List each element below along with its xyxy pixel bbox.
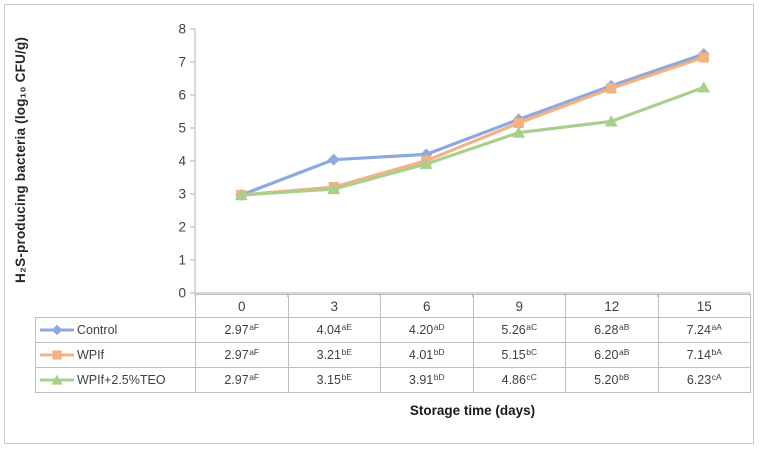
y-tick-label: 6 — [178, 88, 186, 103]
legend-marker-icon — [40, 374, 74, 385]
value-cell: 5.15bC — [472, 342, 566, 368]
x-category-cell: 6 — [380, 294, 474, 318]
value-cell: 5.20bB — [565, 367, 659, 393]
table-row: Control 2.97aF 4.04aE 4.20aD 5.26aC 6.28aB 7.2… — [35, 317, 751, 343]
square-marker-icon — [698, 52, 709, 63]
series-line-control — [239, 52, 706, 197]
value-cell: 4.01bD — [380, 342, 474, 368]
value-cell: 7.24aA — [657, 317, 751, 343]
value-cell: 4.86cC — [472, 367, 566, 393]
triangle-marker-icon — [327, 182, 341, 195]
series-line-wpif — [239, 55, 706, 197]
square-marker-icon — [606, 83, 617, 94]
square-marker-icon — [513, 117, 524, 129]
value-cell: 2.97aF — [195, 317, 289, 343]
value-cell: 2.97aF — [195, 342, 289, 368]
x-axis-title: Storage time (days) — [409, 403, 536, 418]
y-tick-label: 1 — [178, 253, 186, 268]
legend-cell: WPIf+2.5%TEO — [35, 367, 196, 393]
triangle-marker-icon — [512, 126, 526, 138]
y-tick-label: 5 — [178, 121, 186, 136]
value-cell: 7.14bA — [657, 342, 751, 368]
table-header-row: 0 3 6 9 12 15 — [36, 294, 751, 318]
triangle-marker-icon — [604, 115, 618, 127]
series-name: Control — [77, 323, 118, 337]
table-corner-cell — [36, 295, 196, 318]
diamond-marker-icon — [327, 153, 340, 166]
value-cell: 3.21bE — [287, 342, 381, 368]
legend-cell: Control — [35, 317, 196, 343]
triangle-marker-icon — [234, 188, 248, 201]
triangle-marker-icon — [419, 157, 433, 170]
x-category-cell: 9 — [472, 294, 566, 318]
legend-marker-icon — [40, 350, 74, 360]
legend-cell: WPIf — [35, 342, 196, 368]
legend-marker-icon — [40, 324, 74, 336]
x-category-cell: 12 — [565, 294, 659, 318]
x-category-cell: 0 — [195, 294, 289, 318]
y-tick-label: 7 — [178, 55, 186, 70]
y-tick-label: 3 — [178, 187, 186, 202]
y-tick-label: 2 — [178, 220, 186, 235]
value-cell: 4.04aE — [287, 317, 381, 343]
y-tick-label: 0 — [178, 286, 186, 300]
table-row: WPIf+2.5%TEO 2.97aF 3.15bE 3.91bD 4.86cC 5.20… — [35, 367, 751, 393]
y-axis-title: H₂S-producing bacteria (log₁₀ CFU/g) — [13, 36, 28, 284]
series-line-wpif-2-5-teo — [239, 85, 706, 197]
value-cell: 5.26aC — [472, 317, 566, 343]
value-cell: 6.28aB — [565, 317, 659, 343]
x-category-cell: 15 — [657, 294, 751, 318]
value-cell: 6.23cA — [657, 367, 751, 393]
series-name: WPIf+2.5%TEO — [77, 373, 166, 387]
value-cell: 3.15bE — [287, 367, 381, 393]
y-tick-label: 8 — [178, 22, 186, 37]
y-tick-label: 4 — [178, 154, 186, 169]
value-cell: 3.91bD — [380, 367, 474, 393]
value-cell: 6.20aB — [565, 342, 659, 368]
plot-area: 0 1 2 3 4 5 6 7 8 — [178, 22, 751, 300]
data-table: 0 3 6 9 12 15 Control 2.97aF 4.04aE 4.20aD 5.26aC 6… — [35, 294, 751, 393]
value-cell: 2.97aF — [195, 367, 289, 393]
x-category-cell: 3 — [287, 294, 381, 318]
series-name: WPIf — [77, 348, 105, 362]
value-cell: 4.20aD — [380, 317, 474, 343]
triangle-marker-icon — [697, 81, 711, 93]
table-row: WPIf 2.97aF 3.21bE 4.01bD 5.15bC 6.20aB 7.14bA — [35, 342, 751, 368]
